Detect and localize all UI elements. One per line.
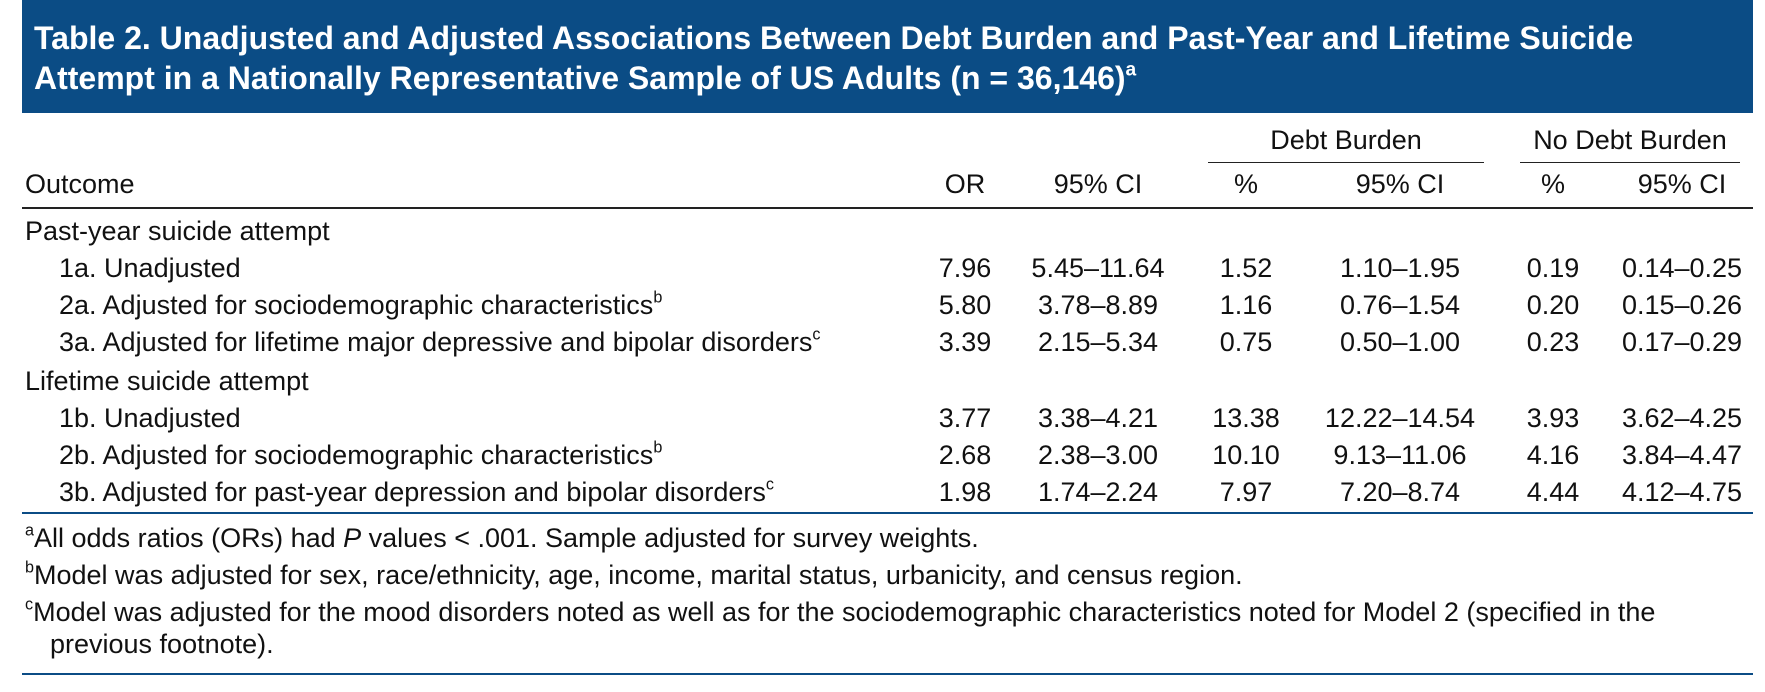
row-label-text: 3a. Adjusted for lifetime major depressi… xyxy=(59,327,813,357)
cell: 7.97 xyxy=(1219,477,1273,507)
column-group: Debt Burden xyxy=(1270,125,1422,155)
footnote-text: Model was adjusted for sex, race/ethnici… xyxy=(34,560,1243,590)
footnote-text: P xyxy=(343,523,362,553)
column-header: OR xyxy=(944,169,986,199)
cell: 7.96 xyxy=(938,253,992,283)
row-label: 3a. Adjusted for lifetime major depressi… xyxy=(59,326,820,358)
cell: 0.23 xyxy=(1526,327,1580,357)
cell: 3.84–4.47 xyxy=(1621,440,1743,470)
section-label: Past-year suicide attempt xyxy=(25,216,330,246)
row-label: 1a. Unadjusted xyxy=(59,252,241,284)
cell: 3.62–4.25 xyxy=(1621,403,1743,433)
cell: 9.13–11.06 xyxy=(1333,440,1467,470)
column-header: 95% CI xyxy=(1637,169,1727,199)
cell: 1.52 xyxy=(1219,253,1273,283)
section-label: Lifetime suicide attempt xyxy=(25,366,309,396)
cell: 2.15–5.34 xyxy=(1037,327,1159,357)
cell: 0.20 xyxy=(1526,290,1580,320)
footnote-text: All odds ratios (ORs) had xyxy=(34,523,344,553)
row-label-text: 1b. Unadjusted xyxy=(59,403,241,433)
cell: 0.17–0.29 xyxy=(1621,327,1743,357)
column-header: 95% CI xyxy=(1053,169,1143,199)
row-label-text: 2b. Adjusted for sociodemographic charac… xyxy=(59,440,654,470)
row-label-text: 3b. Adjusted for past-year depression an… xyxy=(59,477,766,507)
cell: 0.50–1.00 xyxy=(1339,327,1461,357)
cell: 0.75 xyxy=(1219,327,1273,357)
row-label-text: 2a. Adjusted for sociodemographic charac… xyxy=(59,290,654,320)
footnote: cModel was adjusted for the mood disorde… xyxy=(25,596,1750,660)
cell: 5.80 xyxy=(938,290,992,320)
cell: 3.93 xyxy=(1526,403,1580,433)
cell: 12.22–14.54 xyxy=(1324,403,1476,433)
cell: 4.16 xyxy=(1526,440,1580,470)
cell: 2.68 xyxy=(938,440,992,470)
cell: 3.78–8.89 xyxy=(1037,290,1159,320)
title-line: Attempt in a Nationally Representative S… xyxy=(34,58,1136,98)
cell: 10.10 xyxy=(1212,440,1280,470)
row-label: 3b. Adjusted for past-year depression an… xyxy=(59,476,774,508)
footnote-marker: b xyxy=(25,558,35,577)
cell: 4.44 xyxy=(1526,477,1580,507)
rule xyxy=(1208,162,1484,163)
cell: 0.76–1.54 xyxy=(1339,290,1461,320)
footnote-text: Model was adjusted for the mood disorder… xyxy=(33,597,1656,659)
cell: 5.45–11.64 xyxy=(1031,253,1165,283)
cell: 3.39 xyxy=(938,327,992,357)
title-band xyxy=(22,0,1753,113)
footnote: bModel was adjusted for sex, race/ethnic… xyxy=(25,559,1750,591)
footnote-marker: c xyxy=(25,595,34,614)
footnote-text: values < .001. Sample adjusted for surve… xyxy=(361,523,979,553)
rule xyxy=(1520,162,1740,163)
footnote-marker: c xyxy=(812,325,821,344)
footnote: aAll odds ratios (ORs) had P values < .0… xyxy=(25,522,1750,554)
column-header: % xyxy=(1540,169,1566,199)
rule xyxy=(22,512,1753,514)
row-label: 1b. Unadjusted xyxy=(59,402,241,434)
footnote-marker: b xyxy=(653,288,663,307)
row-label-text: 1a. Unadjusted xyxy=(59,253,241,283)
title-line: Table 2. Unadjusted and Adjusted Associa… xyxy=(34,18,1633,58)
cell: 0.15–0.26 xyxy=(1621,290,1743,320)
footnote-marker: b xyxy=(653,438,663,457)
cell: 2.38–3.00 xyxy=(1037,440,1159,470)
column-header: % xyxy=(1233,169,1259,199)
title-text: Table 2. Unadjusted and Adjusted Associa… xyxy=(34,20,1634,56)
cell: 7.20–8.74 xyxy=(1339,477,1461,507)
column-group: No Debt Burden xyxy=(1533,125,1727,155)
column-header: Outcome xyxy=(25,169,135,199)
cell: 0.19 xyxy=(1526,253,1580,283)
cell: 3.38–4.21 xyxy=(1037,403,1159,433)
rule xyxy=(22,673,1753,675)
row-label: 2b. Adjusted for sociodemographic charac… xyxy=(59,439,662,471)
cell: 1.74–2.24 xyxy=(1037,477,1159,507)
title-text: Attempt in a Nationally Representative S… xyxy=(34,60,1126,96)
cell: 1.10–1.95 xyxy=(1339,253,1461,283)
cell: 4.12–4.75 xyxy=(1621,477,1743,507)
cell: 1.16 xyxy=(1219,290,1273,320)
column-header: 95% CI xyxy=(1355,169,1445,199)
rule xyxy=(22,207,1753,209)
footnote-marker: a xyxy=(25,521,35,540)
cell: 3.77 xyxy=(938,403,992,433)
row-label: 2a. Adjusted for sociodemographic charac… xyxy=(59,289,662,321)
cell: 1.98 xyxy=(938,477,992,507)
footnote-marker: a xyxy=(1125,59,1137,81)
cell: 13.38 xyxy=(1212,403,1280,433)
cell: 0.14–0.25 xyxy=(1621,253,1743,283)
footnote-marker: c xyxy=(765,475,775,494)
